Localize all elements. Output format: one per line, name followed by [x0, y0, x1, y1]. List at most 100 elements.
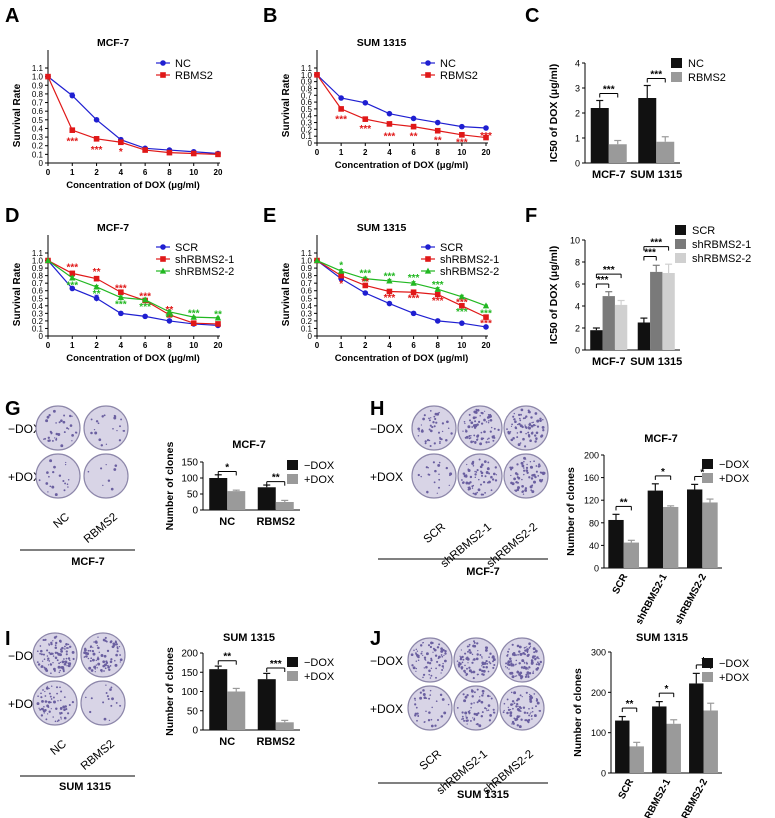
colony-dot — [427, 473, 430, 476]
series-line — [47, 76, 219, 155]
significance-label: * — [700, 467, 704, 478]
colony-dot — [474, 473, 477, 476]
colony-dot — [512, 415, 515, 418]
colony-dot — [539, 465, 542, 467]
significance-label: ** — [620, 497, 628, 508]
colony-dot — [435, 667, 437, 670]
colony-dot — [535, 437, 538, 440]
y-tick-label: 80 — [589, 518, 599, 528]
colony-dot — [510, 425, 513, 427]
colony-dot — [438, 643, 441, 646]
data-point — [362, 116, 369, 122]
significance-label: *** — [66, 137, 78, 148]
colony-dot — [470, 706, 472, 709]
colony-dot — [529, 460, 532, 463]
colony-dot — [518, 650, 521, 653]
colony-dot — [534, 658, 537, 661]
x-tick-label: 4 — [119, 168, 124, 177]
colony-dot — [426, 439, 430, 442]
colony-dot — [447, 703, 450, 706]
colony-dot — [416, 719, 418, 722]
colony-dot — [44, 700, 48, 703]
colony-dot — [470, 702, 473, 705]
data-point — [142, 313, 148, 320]
colony-dot — [487, 670, 490, 673]
colony-dot — [47, 659, 49, 661]
colony-dot — [484, 491, 487, 494]
y-tick-label: 0.5 — [301, 105, 313, 114]
colony-dot — [526, 648, 529, 651]
data-point — [459, 132, 465, 138]
colony-dot — [45, 482, 49, 485]
colony-dot — [62, 705, 66, 709]
y-axis-title: Survival Rate — [281, 262, 292, 326]
significance-label: *** — [188, 309, 200, 320]
chart-title: SUM 1315 — [357, 37, 407, 49]
colony-dot — [481, 656, 483, 658]
bar — [209, 478, 228, 510]
chart-title: MCF-7 — [232, 439, 266, 451]
colony-dot — [526, 463, 528, 466]
colony-dot — [515, 675, 518, 677]
colony-dot — [39, 652, 41, 655]
colony-dot — [538, 657, 540, 660]
colony-dot — [480, 474, 484, 477]
data-point — [142, 147, 148, 153]
y-tick-label: 1.0 — [301, 257, 313, 266]
chart-title: MCF-7 — [97, 37, 129, 49]
colony-dot — [490, 489, 493, 492]
colony-dot — [463, 669, 466, 673]
y-tick-label: 1.1 — [301, 249, 313, 258]
colony-dot — [516, 432, 519, 434]
colony-dot — [60, 716, 62, 719]
y-tick-label: 0.4 — [32, 124, 44, 133]
colony-dot — [480, 714, 484, 718]
colony-dot — [419, 644, 423, 647]
legend-marker — [425, 60, 431, 66]
colony-dot — [47, 700, 51, 704]
colony-dot — [485, 666, 488, 669]
colony-dot — [468, 437, 471, 440]
legend-marker — [425, 72, 431, 78]
colony-dot — [100, 444, 104, 447]
colony-dot — [480, 493, 483, 496]
colony-dot — [91, 649, 95, 653]
colony-dot — [531, 421, 533, 424]
colony-dot — [413, 697, 416, 700]
y-tick-label: 100 — [181, 687, 198, 698]
colony-dot — [516, 670, 520, 674]
colony-dot — [517, 476, 521, 480]
colony-dot — [39, 645, 42, 647]
legend-marker — [425, 244, 431, 250]
colony-dot — [481, 711, 484, 714]
colony-dot — [531, 707, 534, 709]
colony-dot — [486, 438, 489, 440]
colony-dot — [68, 662, 72, 666]
colony-dot — [105, 443, 108, 445]
data-point — [93, 295, 100, 302]
data-point — [313, 257, 321, 264]
colony-dot — [516, 715, 520, 719]
colony-dot — [528, 476, 531, 479]
series-line — [316, 74, 487, 139]
x-tick-label: 8 — [435, 148, 440, 157]
significance-label: *** — [644, 248, 656, 259]
y-tick-label: 0.3 — [301, 119, 313, 128]
colony-dot — [414, 699, 416, 701]
colony-dot — [463, 699, 467, 703]
colony-dot — [432, 647, 435, 650]
colony-dot — [515, 654, 518, 656]
colony-dot — [533, 651, 536, 654]
y-tick-label: 0.6 — [301, 287, 313, 296]
plate-row-label: +DOX — [8, 470, 41, 484]
colony-dot — [71, 700, 75, 704]
legend-label: +DOX — [304, 474, 335, 486]
colony-dot — [492, 660, 494, 663]
x-tick-label: 4 — [119, 341, 124, 350]
legend-marker — [160, 244, 166, 250]
colony-dot — [473, 434, 476, 437]
colony-dot — [441, 698, 445, 701]
colony-dot — [465, 716, 468, 719]
colony-dot — [487, 415, 490, 418]
